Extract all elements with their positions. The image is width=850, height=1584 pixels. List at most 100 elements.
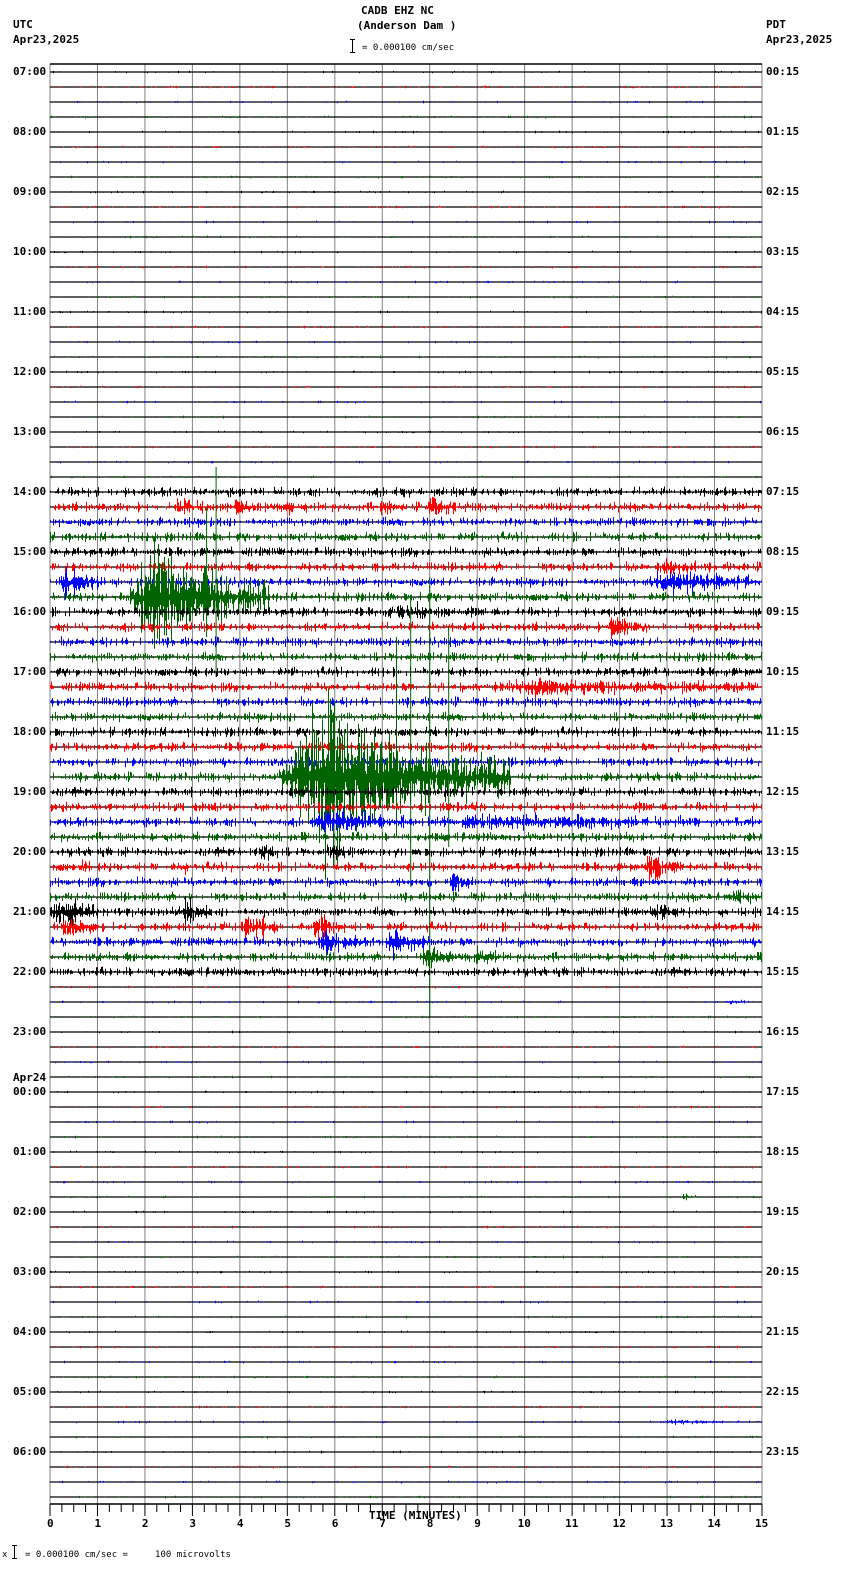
pdt-hour-label: 17:15: [766, 1085, 800, 1098]
x-tick-label: 8: [426, 1517, 434, 1530]
trace: [50, 636, 762, 648]
utc-hour-label: 11:00: [13, 305, 47, 318]
trace: [50, 310, 762, 314]
trace: [50, 895, 762, 935]
trace: [50, 1480, 762, 1484]
trace: [50, 677, 762, 699]
left-timezone: UTC: [13, 18, 33, 31]
utc-hour-label: 21:00: [13, 905, 47, 918]
station-location: (Anderson Dam ): [357, 19, 457, 32]
trace: [50, 726, 762, 738]
pdt-hour-label: 21:15: [766, 1325, 800, 1338]
x-tick-label: 7: [379, 1517, 386, 1530]
footer-scale-note: = 0.000100 cm/sec = 100 microvolts: [25, 1550, 231, 1560]
trace: [50, 741, 762, 753]
x-tick-label: 13: [660, 1517, 674, 1530]
pdt-hour-label: 10:15: [766, 665, 800, 678]
trace: [50, 1210, 762, 1214]
trace: [50, 130, 762, 134]
trace: [50, 844, 762, 861]
left-date: Apr23,2025: [13, 33, 80, 46]
trace: [50, 1375, 762, 1379]
trace: [50, 1405, 762, 1409]
trace: [50, 370, 762, 374]
pdt-hour-label: 16:15: [766, 1025, 800, 1038]
trace: [50, 1270, 762, 1274]
trace: [50, 1150, 762, 1154]
trace: [50, 1315, 762, 1319]
trace: [50, 445, 762, 449]
utc-hour-label: 22:00: [13, 965, 47, 978]
x-tick-label: 1: [94, 1517, 102, 1530]
x-tick-label: 5: [284, 1517, 291, 1530]
utc-hour-label: 14:00: [13, 485, 47, 498]
utc-hour-label: 15:00: [13, 545, 47, 558]
trace: [50, 696, 762, 708]
utc-hour-label: 04:00: [13, 1325, 47, 1338]
x-tick-label: 12: [612, 1517, 626, 1530]
scale-top-label: = 0.000100 cm/sec: [362, 43, 455, 53]
trace: [50, 1193, 762, 1201]
scale-bar-icon: [350, 39, 355, 53]
trace: [50, 70, 762, 74]
pdt-hour-label: 09:15: [766, 605, 800, 618]
pdt-hour-label: 22:15: [766, 1385, 800, 1398]
trace: [50, 160, 762, 164]
utc-hour-label: 00:00: [13, 1085, 47, 1098]
trace: [50, 577, 762, 1017]
trace: [50, 855, 762, 883]
trace: [50, 711, 762, 723]
trace: [50, 145, 762, 149]
trace: [50, 486, 762, 498]
pdt-hour-label: 14:15: [766, 905, 800, 918]
pdt-hour-label: 13:15: [766, 845, 800, 858]
utc-hour-label: 17:00: [13, 665, 47, 678]
date-change-label: Apr24: [13, 1071, 47, 1084]
pdt-hour-label: 19:15: [766, 1205, 800, 1218]
x-tick-label: 11: [565, 1517, 579, 1530]
pdt-hour-label: 15:15: [766, 965, 800, 978]
pdt-hour-label: 20:15: [766, 1265, 800, 1278]
trace: [50, 1419, 762, 1426]
utc-hour-label: 16:00: [13, 605, 47, 618]
trace: [50, 1255, 762, 1259]
utc-hour-label: 18:00: [13, 725, 47, 738]
trace: [50, 1240, 762, 1244]
trace: [50, 467, 762, 677]
trace: [50, 1495, 762, 1499]
trace: [50, 190, 762, 194]
trace: [50, 1465, 762, 1469]
trace: [50, 617, 762, 639]
trace: [50, 873, 762, 892]
trace: [50, 1300, 762, 1304]
utc-hour-label: 07:00: [13, 65, 47, 78]
trace: [50, 1225, 762, 1229]
x-tick-label: 9: [474, 1517, 481, 1530]
trace: [50, 1360, 762, 1364]
x-tick-label: 6: [331, 1517, 339, 1530]
utc-hour-label: 06:00: [13, 1445, 47, 1458]
trace: [50, 1090, 762, 1094]
pdt-hour-label: 07:15: [766, 485, 800, 498]
trace: [50, 1345, 762, 1349]
x-tick-label: 10: [517, 1517, 531, 1530]
trace: [50, 175, 762, 179]
utc-hour-label: 10:00: [13, 245, 47, 258]
utc-hour-label: 20:00: [13, 845, 47, 858]
pdt-hour-label: 08:15: [766, 545, 800, 558]
trace: [50, 985, 762, 989]
x-tick-label: 2: [141, 1517, 149, 1530]
pdt-hour-label: 04:15: [766, 305, 800, 318]
x-axis-label: TIME (MINUTES): [369, 1509, 462, 1522]
trace: [50, 496, 762, 516]
pdt-hour-label: 12:15: [766, 785, 800, 798]
trace: [50, 807, 762, 833]
trace: [50, 558, 762, 577]
trace: [50, 1105, 762, 1109]
trace: [50, 914, 762, 945]
trace: [50, 1045, 762, 1049]
trace: [50, 475, 762, 479]
trace: [50, 1030, 762, 1034]
x-tick-label: 0: [47, 1517, 54, 1530]
